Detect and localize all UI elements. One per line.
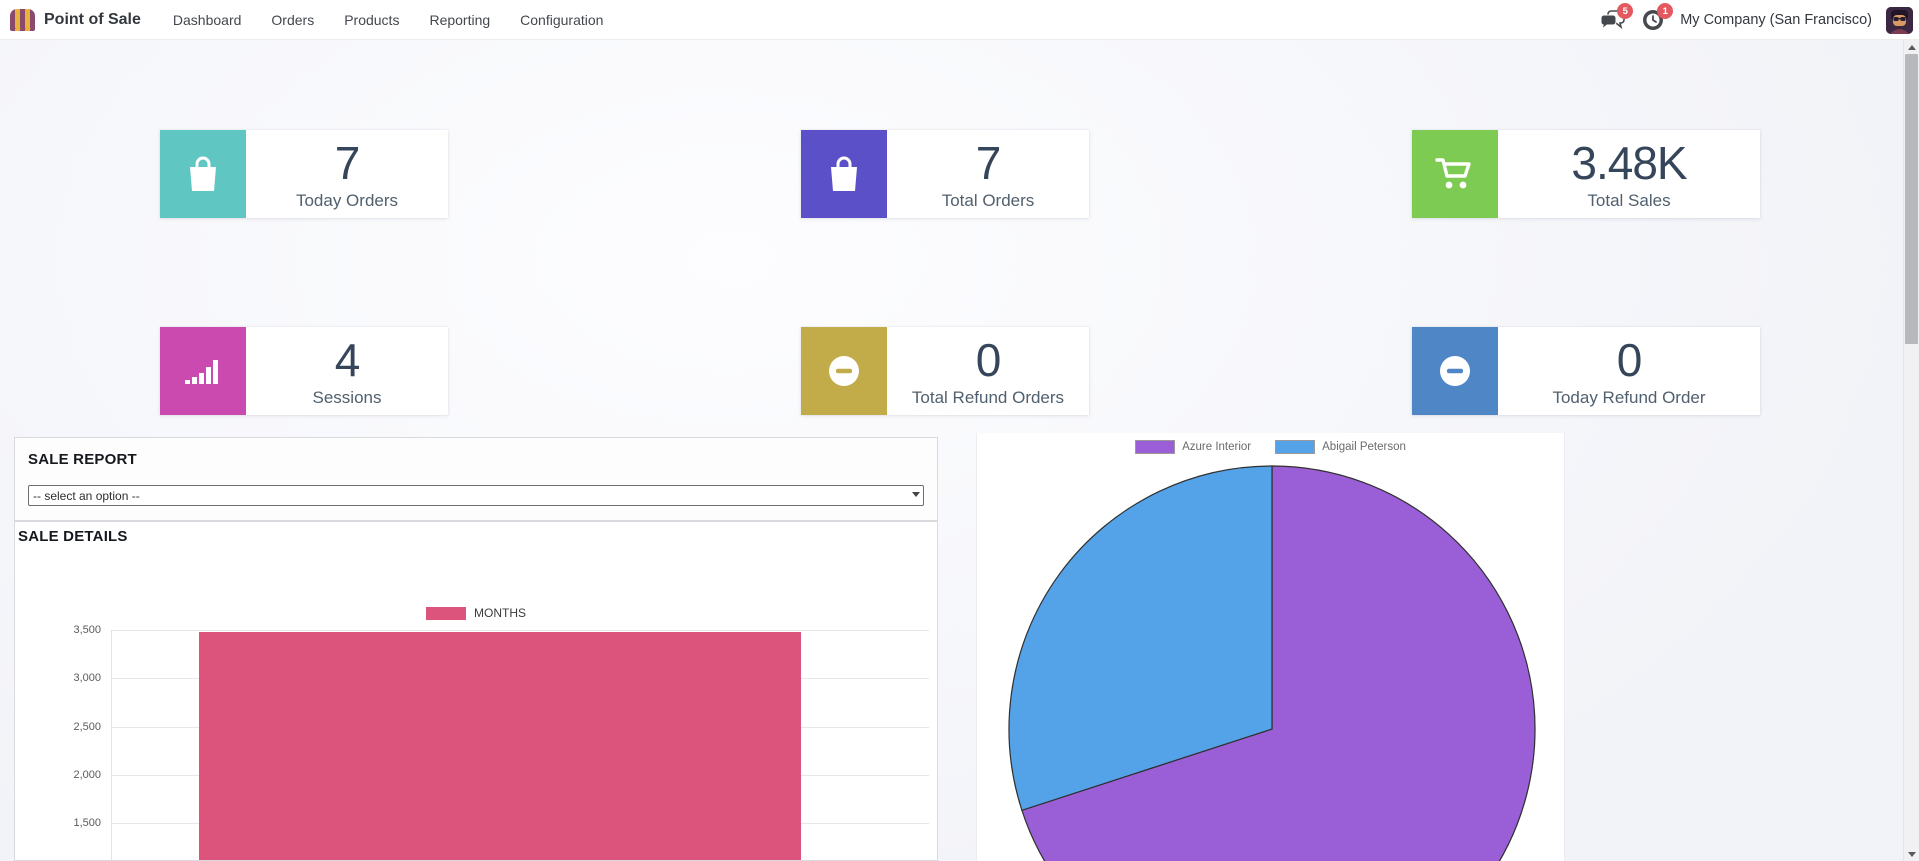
vertical-scrollbar[interactable] xyxy=(1903,40,1919,861)
total-refund-orders-value: 0 xyxy=(975,333,1002,386)
user-avatar[interactable] xyxy=(1886,6,1913,34)
menu-reporting[interactable]: Reporting xyxy=(429,11,491,28)
sale-report-select[interactable]: -- select an option -- xyxy=(28,485,924,506)
pie-slice-abigail-peterson xyxy=(1008,465,1273,812)
avatar-image xyxy=(1886,6,1913,34)
sessions-value: 4 xyxy=(334,333,361,386)
ytick-2000: 2,000 xyxy=(73,769,101,781)
menu-orders[interactable]: Orders xyxy=(271,11,315,28)
minus-circle-icon xyxy=(829,356,859,386)
menu-products[interactable]: Products xyxy=(344,11,400,28)
pie-slice-azure-interior xyxy=(1021,465,1536,861)
months-legend-swatch xyxy=(426,606,466,620)
total-orders-icon-box xyxy=(801,130,887,218)
sale-details-title: SALE DETAILS xyxy=(18,528,128,545)
legend-abigail-peterson[interactable]: Abigail Peterson xyxy=(1275,440,1406,454)
shopping-bag-icon xyxy=(190,156,216,191)
pie-chart-panel: Azure Interior Abigail Peterson xyxy=(976,433,1565,861)
total-sales-icon-box xyxy=(1412,130,1498,218)
today-refund-order-value: 0 xyxy=(1616,333,1643,386)
months-legend-label: MONTHS xyxy=(474,606,526,620)
sale-details-panel: SALE DETAILS MONTHS 3,500 3,000 2,500 2,… xyxy=(14,521,938,861)
scrollbar-thumb[interactable] xyxy=(1905,54,1918,344)
card-sessions: 4 Sessions xyxy=(160,327,448,415)
top-navbar: Point of Sale Dashboard Orders Products … xyxy=(0,0,1919,40)
card-total-sales: 3.48K Total Sales xyxy=(1412,130,1760,218)
card-today-refund-order: 0 Today Refund Order xyxy=(1412,327,1760,415)
app-brand[interactable]: Point of Sale xyxy=(0,8,153,34)
azure-interior-label: Azure Interior xyxy=(1182,441,1252,453)
total-sales-value: 3.48K xyxy=(1571,136,1687,189)
ytick-2500: 2,500 xyxy=(73,721,101,733)
y-axis-line xyxy=(111,630,112,860)
navbar-right: 5 1 My Company (San Francisco) xyxy=(1600,0,1913,40)
messages-badge: 5 xyxy=(1617,3,1634,19)
cart-icon xyxy=(1435,158,1471,189)
months-bar xyxy=(199,632,801,860)
total-refund-orders-label: Total Refund Orders xyxy=(911,387,1065,407)
ytick-3500: 3,500 xyxy=(73,624,101,636)
messages-icon[interactable]: 5 xyxy=(1600,3,1634,33)
scroll-down-arrow-icon[interactable] xyxy=(1908,852,1916,857)
app-name: Point of Sale xyxy=(44,10,141,28)
today-orders-label: Today Orders xyxy=(295,190,399,210)
card-total-refund-orders: 0 Total Refund Orders xyxy=(801,327,1089,415)
activities-icon[interactable]: 1 xyxy=(1640,3,1674,33)
card-total-orders: 7 Total Orders xyxy=(801,130,1089,218)
total-orders-label: Total Orders xyxy=(941,190,1035,210)
scroll-up-arrow-icon[interactable] xyxy=(1908,45,1916,50)
today-orders-value: 7 xyxy=(334,136,361,189)
abigail-peterson-swatch xyxy=(1275,440,1316,454)
signal-bars-icon xyxy=(185,360,218,384)
minus-circle-icon xyxy=(1440,356,1470,386)
ytick-3000: 3,000 xyxy=(73,672,101,684)
activities-badge: 1 xyxy=(1657,3,1674,19)
menu-configuration[interactable]: Configuration xyxy=(520,11,604,28)
gridline-3500 xyxy=(111,630,929,631)
today-refund-order-label: Today Refund Order xyxy=(1552,387,1706,407)
pie-chart-legend: Azure Interior Abigail Peterson xyxy=(977,440,1564,454)
azure-interior-swatch xyxy=(1135,440,1176,454)
sale-report-title: SALE REPORT xyxy=(28,451,137,468)
today-refund-icon-box xyxy=(1412,327,1498,415)
menu-dashboard[interactable]: Dashboard xyxy=(172,11,242,28)
main-menu: Dashboard Orders Products Reporting Conf… xyxy=(161,6,616,34)
sessions-icon-box xyxy=(160,327,246,415)
bar-chart-legend[interactable]: MONTHS xyxy=(15,606,937,620)
pie-chart xyxy=(1008,465,1536,861)
card-today-orders: 7 Today Orders xyxy=(160,130,448,218)
total-orders-value: 7 xyxy=(975,136,1002,189)
total-sales-label: Total Sales xyxy=(1587,190,1671,210)
abigail-peterson-label: Abigail Peterson xyxy=(1322,441,1406,453)
legend-azure-interior[interactable]: Azure Interior xyxy=(1135,440,1251,454)
ytick-1500: 1,500 xyxy=(73,817,101,829)
total-refund-icon-box xyxy=(801,327,887,415)
point-of-sale-app-icon xyxy=(10,8,35,34)
sessions-label: Sessions xyxy=(312,387,382,407)
today-orders-icon-box xyxy=(160,130,246,218)
sale-report-panel: SALE REPORT -- select an option -- xyxy=(14,437,938,521)
shopping-bag-icon xyxy=(831,156,857,191)
company-switcher[interactable]: My Company (San Francisco) xyxy=(1680,12,1872,28)
